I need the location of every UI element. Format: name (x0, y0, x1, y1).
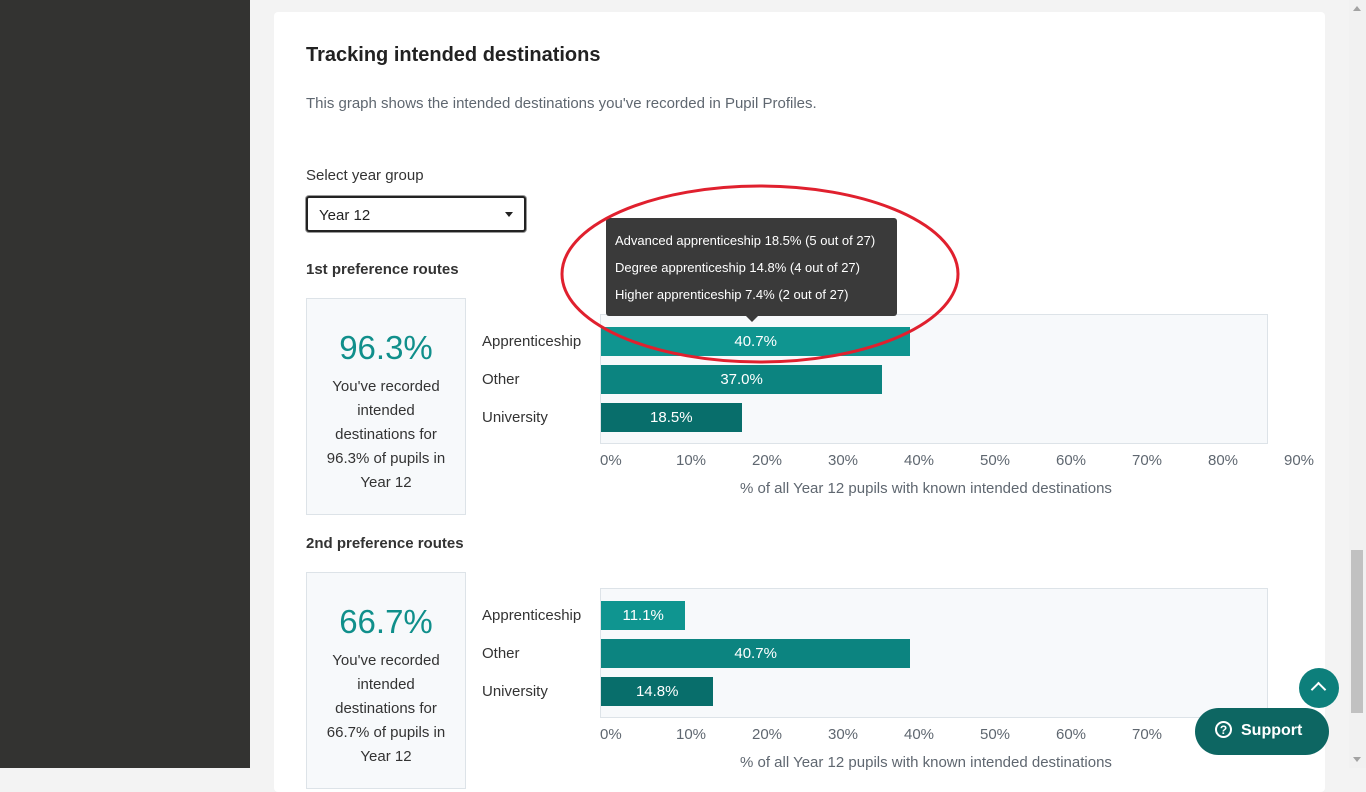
x-tick-label: 20% (752, 452, 783, 469)
chart-bar[interactable]: 14.8% (601, 677, 714, 706)
x-tick-label: 40% (904, 726, 935, 743)
x-tick-label: 50% (980, 726, 1011, 743)
x-tick-label: 90% (1284, 452, 1315, 469)
x-tick-label: 0% (600, 452, 622, 469)
x-tick-label: 10% (676, 726, 707, 743)
section-heading-1st-preference: 1st preference routes (306, 261, 459, 278)
x-tick-label: 70% (1132, 452, 1163, 469)
x-tick-label: 80% (1208, 452, 1239, 469)
x-axis-title: % of all Year 12 pupils with known inten… (740, 480, 1112, 497)
x-tick-label: 50% (980, 452, 1011, 469)
category-label: Other (482, 645, 520, 662)
category-label: Apprenticeship (482, 607, 582, 624)
chart-1st-preference: Apprenticeship 40.7% Other 37.0% University 1… (476, 298, 1336, 498)
stat-text: You've recorded intended destinations fo… (326, 652, 446, 765)
x-tick-label: 60% (1056, 726, 1087, 743)
scrollbar-thumb[interactable] (1351, 550, 1363, 713)
tooltip-line: Higher apprenticeship 7.4% (2 out of 27) (615, 287, 849, 302)
chart-bar[interactable]: 37.0% (601, 365, 883, 394)
category-label: Apprenticeship (482, 333, 582, 350)
scroll-to-top-button[interactable] (1299, 668, 1339, 708)
stat-box-2nd-preference: 66.7% You've recorded intended destinati… (306, 572, 466, 789)
category-label: University (482, 409, 548, 426)
x-tick-label: 70% (1132, 726, 1163, 743)
tooltip-line: Degree apprenticeship 14.8% (4 out of 27… (615, 260, 860, 275)
x-tick-label: 40% (904, 452, 935, 469)
chart-2nd-preference: Apprenticeship 11.1% Other 40.7% University 1… (476, 572, 1336, 772)
section-heading-2nd-preference: 2nd preference routes (306, 535, 464, 552)
page-description: This graph shows the intended destinatio… (306, 95, 817, 112)
support-button[interactable]: ? Support (1195, 708, 1329, 755)
x-tick-label: 30% (828, 452, 859, 469)
chart-bar[interactable]: 40.7% (601, 327, 911, 356)
scroll-down-arrow-icon[interactable] (1353, 757, 1361, 762)
stat-percent: 66.7% (339, 603, 433, 640)
x-tick-label: 30% (828, 726, 859, 743)
x-tick-label: 10% (676, 452, 707, 469)
tooltip-line: Advanced apprenticeship 18.5% (5 out of … (615, 233, 876, 248)
x-tick-label: 20% (752, 726, 783, 743)
stat-text: You've recorded intended destinations fo… (326, 378, 446, 491)
chart-bar[interactable]: 18.5% (601, 403, 742, 432)
chart-bar[interactable]: 40.7% (601, 639, 911, 668)
caret-down-icon (505, 212, 513, 217)
year-group-select[interactable]: Year 12 (306, 196, 526, 232)
vertical-scrollbar[interactable] (1349, 0, 1366, 768)
support-label: Support (1241, 722, 1303, 739)
year-group-value: Year 12 (319, 207, 371, 224)
x-axis-title: % of all Year 12 pupils with known inten… (740, 754, 1112, 771)
x-tick-label: 0% (600, 726, 622, 743)
tooltip-arrow (746, 316, 758, 322)
scroll-up-arrow-icon[interactable] (1353, 6, 1361, 11)
category-label: Other (482, 371, 520, 388)
year-group-label: Select year group (306, 167, 424, 184)
left-sidebar (0, 0, 250, 768)
x-tick-label: 60% (1056, 452, 1087, 469)
chart-bar[interactable]: 11.1% (601, 601, 686, 630)
stat-percent: 96.3% (339, 329, 433, 366)
bar-tooltip: Advanced apprenticeship 18.5% (5 out of … (606, 218, 897, 322)
category-label: University (482, 683, 548, 700)
question-circle-icon: ? (1215, 721, 1232, 738)
stat-box-1st-preference: 96.3% You've recorded intended destinati… (306, 298, 466, 515)
chevron-up-icon (1310, 681, 1327, 698)
page-title: Tracking intended destinations (306, 44, 601, 66)
